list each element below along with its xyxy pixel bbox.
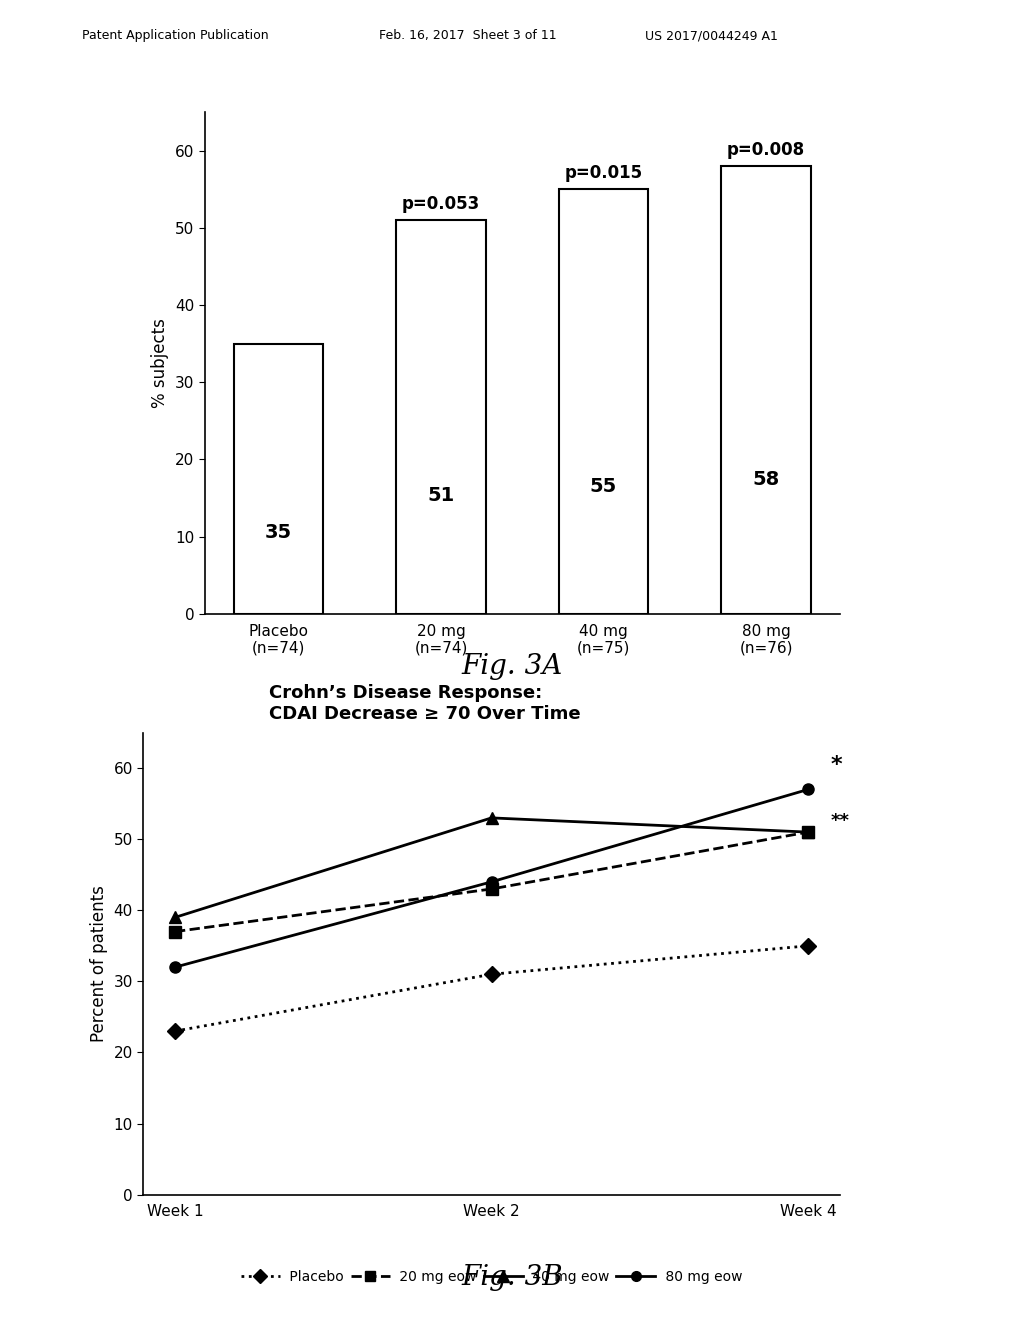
Y-axis label: Percent of patients: Percent of patients [90, 886, 108, 1041]
Text: p=0.008: p=0.008 [727, 140, 805, 158]
Text: **: ** [830, 812, 849, 830]
Text: 58: 58 [753, 470, 779, 488]
Bar [233, 343, 324, 614]
Text: US 2017/0044249 A1: US 2017/0044249 A1 [645, 29, 778, 42]
Text: Feb. 16, 2017  Sheet 3 of 11: Feb. 16, 2017 Sheet 3 of 11 [379, 29, 556, 42]
Text: Fig. 3B: Fig. 3B [461, 1265, 563, 1291]
Text: p=0.015: p=0.015 [564, 164, 643, 182]
Bar [721, 166, 811, 614]
Text: 51: 51 [427, 486, 455, 506]
Text: 55: 55 [590, 477, 617, 496]
Legend:  Placebo,  20 mg eow,  40 mg eow,  80 mg eow: Placebo, 20 mg eow, 40 mg eow, 80 mg eow [236, 1265, 748, 1290]
Text: Crohn’s Disease Response:
CDAI Decrease ≥ 70 Over Time: Crohn’s Disease Response: CDAI Decrease … [268, 684, 581, 723]
Text: 35: 35 [265, 523, 292, 543]
Text: *: * [830, 755, 842, 775]
Text: p=0.053: p=0.053 [401, 194, 480, 213]
Bar [396, 220, 485, 614]
Text: Fig. 3A: Fig. 3A [462, 653, 562, 680]
Y-axis label: % subjects: % subjects [152, 318, 169, 408]
Bar [559, 189, 648, 614]
Text: Patent Application Publication: Patent Application Publication [82, 29, 268, 42]
